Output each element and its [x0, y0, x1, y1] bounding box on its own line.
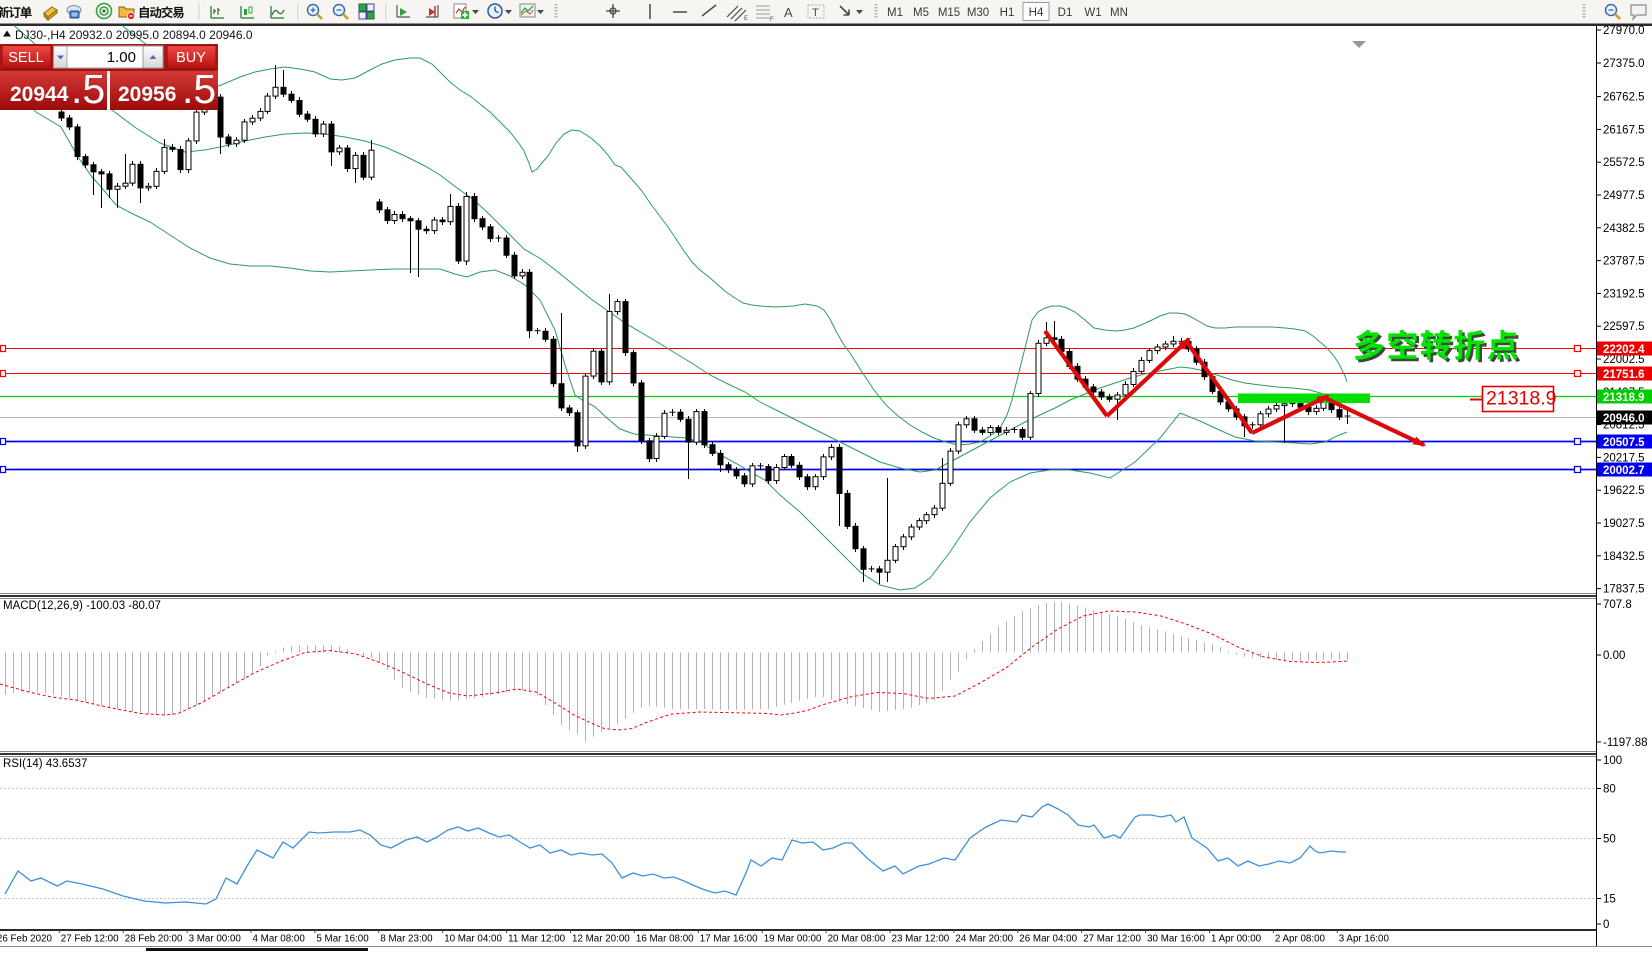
svg-text:19027.5: 19027.5 [1603, 518, 1645, 530]
svg-text:3 Mar 00:00: 3 Mar 00:00 [189, 934, 242, 945]
svg-text:10 Mar 04:00: 10 Mar 04:00 [444, 934, 502, 945]
svg-text:24382.5: 24382.5 [1603, 223, 1645, 235]
svg-text:M5: M5 [913, 7, 929, 19]
svg-text:H4: H4 [1029, 7, 1044, 19]
svg-text:.5: .5 [71, 66, 105, 112]
svg-text:26 Mar 04:00: 26 Mar 04:00 [1019, 934, 1077, 945]
svg-text:24 Mar 20:00: 24 Mar 20:00 [955, 934, 1013, 945]
svg-text:27 Feb 12:00: 27 Feb 12:00 [61, 934, 119, 945]
svg-text:707.8: 707.8 [1603, 599, 1632, 611]
svg-text:26 Feb 2020: 26 Feb 2020 [0, 934, 52, 945]
svg-text:3 Apr 16:00: 3 Apr 16:00 [1339, 934, 1390, 945]
svg-text:20956: 20956 [118, 83, 176, 106]
svg-text:80: 80 [1603, 784, 1616, 796]
svg-text:22202.4: 22202.4 [1603, 344, 1645, 356]
svg-text:17 Mar 16:00: 17 Mar 16:00 [700, 934, 758, 945]
svg-text:100: 100 [1603, 755, 1622, 767]
svg-text:28 Feb 20:00: 28 Feb 20:00 [125, 934, 183, 945]
svg-text:23787.5: 23787.5 [1603, 256, 1645, 268]
svg-text:27375.0: 27375.0 [1603, 58, 1645, 70]
svg-text:DJ30-,H4 20932.0 20995.0 2089: DJ30-,H4 20932.0 20995.0 20894.0 20946.0 [15, 28, 253, 42]
svg-text:D1: D1 [1058, 7, 1073, 19]
svg-text:1 Apr 00:00: 1 Apr 00:00 [1211, 934, 1262, 945]
svg-text:2 Apr 08:00: 2 Apr 08:00 [1275, 934, 1326, 945]
svg-text:H1: H1 [1000, 7, 1015, 19]
svg-text:20002.7: 20002.7 [1603, 465, 1645, 477]
svg-text:M30: M30 [967, 7, 989, 19]
svg-text:1.00: 1.00 [107, 49, 136, 66]
svg-text:-1197.88: -1197.88 [1603, 737, 1648, 749]
svg-text:19622.5: 19622.5 [1603, 485, 1645, 497]
svg-text:T: T [812, 7, 819, 19]
svg-text:20217.5: 20217.5 [1603, 452, 1645, 464]
svg-text:23192.5: 23192.5 [1603, 288, 1645, 300]
svg-text:20944: 20944 [10, 83, 69, 106]
svg-text:A: A [784, 5, 793, 20]
svg-text:BUY: BUY [176, 50, 206, 66]
svg-text:24977.5: 24977.5 [1603, 190, 1645, 202]
svg-text:18432.5: 18432.5 [1603, 551, 1645, 563]
svg-text:20507.5: 20507.5 [1603, 437, 1645, 449]
svg-text:30 Mar 16:00: 30 Mar 16:00 [1147, 934, 1205, 945]
svg-text:17837.5: 17837.5 [1603, 584, 1645, 596]
svg-text:50: 50 [1603, 834, 1616, 846]
svg-text:5 Mar 16:00: 5 Mar 16:00 [316, 934, 369, 945]
svg-text:11 Mar 12:00: 11 Mar 12:00 [508, 934, 566, 945]
svg-text:22597.5: 22597.5 [1603, 321, 1645, 333]
svg-text:.5: .5 [182, 66, 216, 112]
svg-text:22002.5: 22002.5 [1603, 354, 1645, 366]
svg-text:M1: M1 [887, 7, 903, 19]
svg-text:0: 0 [1603, 919, 1609, 931]
svg-text:19 Mar 00:00: 19 Mar 00:00 [764, 934, 822, 945]
svg-text:16 Mar 08:00: 16 Mar 08:00 [636, 934, 694, 945]
svg-text:W1: W1 [1084, 7, 1101, 19]
svg-text:RSI(14) 43.6537: RSI(14) 43.6537 [3, 758, 87, 770]
svg-text:21318.9: 21318.9 [1486, 388, 1557, 410]
svg-text:8 Mar 23:00: 8 Mar 23:00 [380, 934, 433, 945]
svg-text:26762.5: 26762.5 [1603, 92, 1645, 104]
svg-text:23 Mar 12:00: 23 Mar 12:00 [892, 934, 950, 945]
svg-text:12 Mar 20:00: 12 Mar 20:00 [572, 934, 630, 945]
svg-text:27970.0: 27970.0 [1603, 25, 1645, 37]
svg-text:0.00: 0.00 [1603, 650, 1625, 662]
svg-text:27 Mar 12:00: 27 Mar 12:00 [1083, 934, 1141, 945]
svg-text:SELL: SELL [8, 50, 43, 66]
svg-text:E: E [744, 16, 748, 22]
svg-text:25572.5: 25572.5 [1603, 157, 1645, 169]
svg-text:15: 15 [1603, 894, 1616, 906]
svg-text:4 Mar 08:00: 4 Mar 08:00 [253, 934, 306, 945]
svg-text:20946.0: 20946.0 [1603, 413, 1645, 425]
svg-text:MN: MN [1110, 7, 1128, 19]
svg-text:F: F [770, 17, 774, 23]
svg-text:21751.6: 21751.6 [1603, 369, 1645, 381]
svg-text:26167.5: 26167.5 [1603, 124, 1645, 136]
svg-text:MACD(12,26,9) -100.03 -80.07: MACD(12,26,9) -100.03 -80.07 [3, 600, 161, 612]
svg-text:21318.9: 21318.9 [1603, 392, 1645, 404]
svg-text:20 Mar 08:00: 20 Mar 08:00 [828, 934, 886, 945]
svg-text:M15: M15 [938, 7, 960, 19]
